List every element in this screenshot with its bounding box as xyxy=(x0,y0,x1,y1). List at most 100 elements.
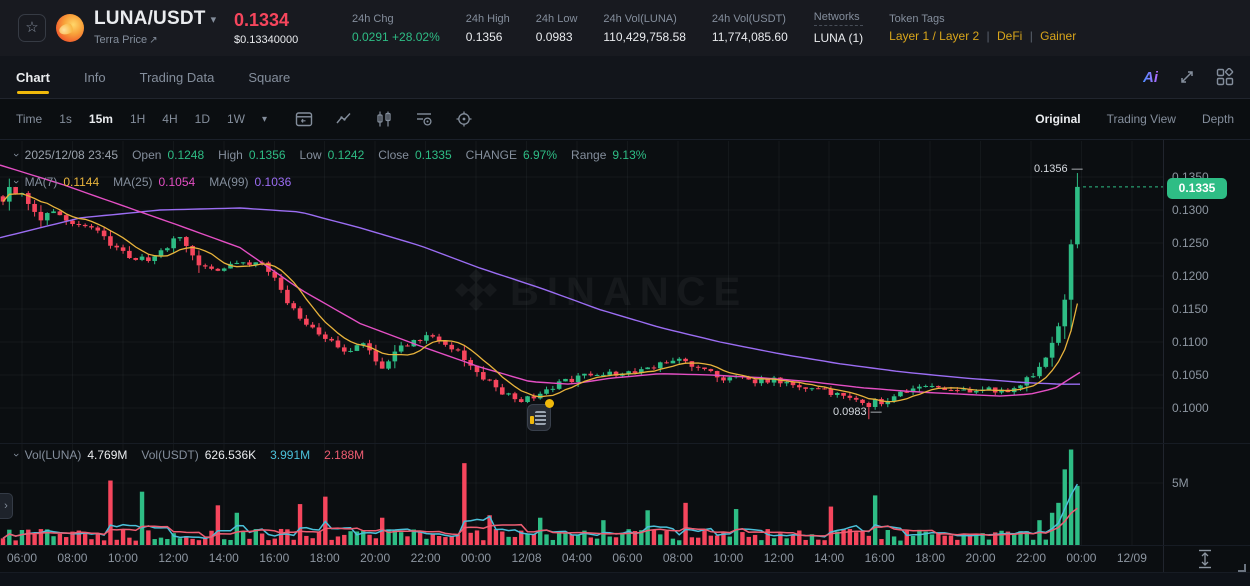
interval-dropdown-icon[interactable]: ▾ xyxy=(261,113,268,125)
terra-price-link[interactable]: Terra Price ↗ xyxy=(94,34,158,46)
luna-coin-logo xyxy=(56,14,84,42)
tag-defi[interactable]: DeFi xyxy=(997,29,1023,43)
price-tick: 0.1000 xyxy=(1172,401,1209,415)
view-depth[interactable]: Depth xyxy=(1201,112,1234,126)
interval-1d[interactable]: 1D xyxy=(194,112,210,126)
collapse-icon[interactable]: › xyxy=(9,453,22,457)
volume-pane-expand-button[interactable]: › xyxy=(0,493,13,519)
stat-value: 110,429,758.58 xyxy=(603,29,686,44)
dash-icon: — xyxy=(1071,163,1083,175)
price-scale-icon[interactable] xyxy=(1196,549,1214,569)
last-price-text: 0.1334 xyxy=(234,10,290,30)
indicators-icon[interactable] xyxy=(415,110,433,128)
price-axis-separator xyxy=(1163,140,1164,572)
time-axis-label: 00:00 xyxy=(461,551,492,565)
high-price-text: 0.1356 xyxy=(1034,163,1068,175)
price-tick: 0.1050 xyxy=(1172,368,1209,382)
resize-corner-icon[interactable] xyxy=(1238,564,1246,572)
ai-assistant-icon[interactable]: Ai xyxy=(1143,68,1158,86)
price-block: 0.1334 $0.13340000 xyxy=(234,10,326,46)
stat-label: 24h Low xyxy=(535,12,578,25)
time-axis-label: 16:00 xyxy=(259,551,290,565)
symbol-selector[interactable]: LUNA/USDT ▾ xyxy=(94,8,220,30)
tag-gainer[interactable]: Gainer xyxy=(1040,29,1077,43)
chart-view-switch: Original Trading View Depth xyxy=(1035,112,1234,126)
usd-price-text: $0.13340000 xyxy=(234,34,299,46)
networks-label[interactable]: Networks xyxy=(813,11,864,26)
price-tick: 0.1300 xyxy=(1172,203,1209,217)
token-tags-label: Token Tags xyxy=(889,13,945,25)
pane-divider[interactable] xyxy=(0,545,1250,546)
flag-icon xyxy=(530,416,534,424)
time-axis-label: 12:00 xyxy=(763,551,794,565)
last-price-badge[interactable]: 0.1335 xyxy=(1167,178,1227,199)
price-tick: 0.1150 xyxy=(1172,302,1208,316)
chevron-down-icon: ▾ xyxy=(210,13,217,26)
time-axis-label: 10:00 xyxy=(107,551,138,565)
interval-1w[interactable]: 1W xyxy=(226,112,245,126)
chart-toolbar: Time 1s 15m 1H 4H 1D 1W ▾ xyxy=(0,99,1250,140)
tab-trading-data[interactable]: Trading Data xyxy=(139,69,215,85)
stat-24h-high: 24h High 0.1356 xyxy=(466,13,510,44)
main-tabbar: Chart Info Trading Data Square Ai xyxy=(0,56,1250,99)
tab-chart[interactable]: Chart xyxy=(16,56,50,99)
fullscreen-expand-icon[interactable] xyxy=(1178,68,1196,86)
external-link-icon: ↗ xyxy=(149,35,158,46)
stat-24h-vol-luna: 24h Vol(LUNA) 110,429,758.58 xyxy=(603,13,686,44)
time-axis-label: 06:00 xyxy=(6,551,38,565)
interval-4h[interactable]: 4H xyxy=(162,112,178,126)
candlestick-chart-canvas[interactable]: BINANCE xyxy=(0,140,1250,586)
time-axis-label: 12/09 xyxy=(1116,551,1147,565)
star-icon: ☆ xyxy=(25,19,39,36)
time-axis-label: 12:00 xyxy=(158,551,189,565)
pane-divider[interactable] xyxy=(0,443,1250,444)
candle-type-icon[interactable] xyxy=(375,110,393,128)
tag-separator: | xyxy=(986,29,990,43)
stat-label: 24h Vol(USDT) xyxy=(711,12,786,25)
time-axis-label: 18:00 xyxy=(915,551,946,565)
time-axis-label: 16:00 xyxy=(864,551,895,565)
stat-value: 11,774,085.60 xyxy=(711,29,788,44)
tab-square[interactable]: Square xyxy=(248,69,291,85)
chevron-right-icon: › xyxy=(4,500,8,512)
volume-tick: 5M xyxy=(1172,476,1189,490)
time-axis-label: 08:00 xyxy=(57,551,88,565)
time-axis-label: 14:00 xyxy=(814,551,845,565)
interval-time[interactable]: Time xyxy=(16,112,43,126)
date-picker-icon[interactable] xyxy=(295,110,313,128)
view-original[interactable]: Original xyxy=(1035,112,1081,126)
time-axis-label: 22:00 xyxy=(410,551,441,565)
tag-layer1-layer2[interactable]: Layer 1 / Layer 2 xyxy=(889,29,980,43)
time-axis[interactable]: 06:00 08:00 10:00 12:00 14:00 16:00 18:00 20:00… xyxy=(0,551,1163,567)
favorite-button[interactable]: ☆ xyxy=(18,14,46,42)
view-tradingview[interactable]: Trading View xyxy=(1106,112,1176,126)
interval-1h[interactable]: 1H xyxy=(129,112,146,126)
time-axis-label: 06:00 xyxy=(612,551,643,565)
time-axis-label: 04:00 xyxy=(561,551,592,565)
symbol-title: LUNA/USDT xyxy=(94,8,206,29)
interval-1s[interactable]: 1s xyxy=(59,112,72,126)
bottom-strip xyxy=(0,572,1250,586)
grid-layout-icon[interactable] xyxy=(1216,68,1234,86)
window-low-label: 0.0983— xyxy=(833,406,882,418)
collapse-icon[interactable]: › xyxy=(9,180,22,184)
stat-token-tags: Token Tags Layer 1 / Layer 2 | DeFi | Ga… xyxy=(889,13,1076,43)
terra-price-label: Terra Price xyxy=(94,34,148,46)
svg-text:BINANCE: BINANCE xyxy=(510,270,748,314)
chart-style-icon[interactable] xyxy=(335,110,353,128)
news-document-icon xyxy=(535,411,546,425)
stat-value: 0.0291 +28.02% xyxy=(352,29,440,44)
news-marker[interactable] xyxy=(527,399,554,431)
stat-24h-vol-usdt: 24h Vol(USDT) 11,774,085.60 xyxy=(712,13,788,44)
tab-info[interactable]: Info xyxy=(83,69,106,85)
collapse-icon[interactable]: › xyxy=(9,153,22,157)
toolbar-icons xyxy=(295,110,473,128)
tabbar-icons: Ai xyxy=(1143,68,1234,86)
stat-label: 24h Vol(LUNA) xyxy=(603,12,677,25)
low-price-text: 0.0983 xyxy=(833,406,867,418)
window-high-label: 0.1356— xyxy=(1034,163,1083,175)
stat-value: 0.0983 xyxy=(535,29,573,44)
interval-15m[interactable]: 15m xyxy=(88,112,113,126)
settings-icon[interactable] xyxy=(455,110,473,128)
tag-separator: | xyxy=(1029,29,1033,43)
